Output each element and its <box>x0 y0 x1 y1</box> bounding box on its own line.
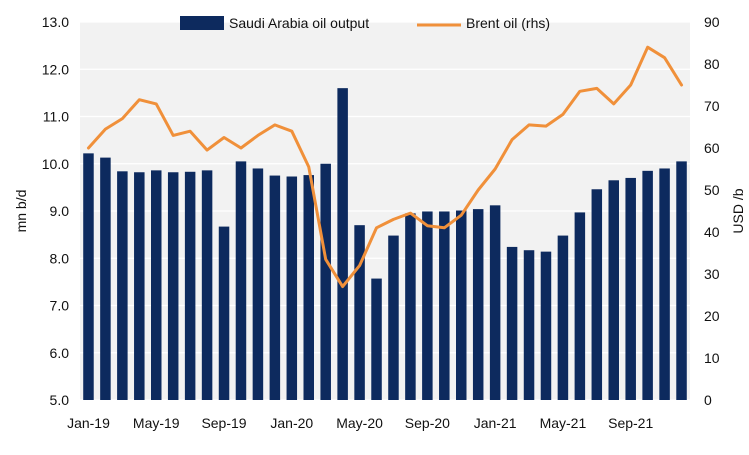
left-tick-label: 12.0 <box>42 61 69 77</box>
left-tick-label: 5.0 <box>50 392 70 408</box>
bar-sep-21 <box>625 178 636 400</box>
bar-sep-20 <box>422 211 433 400</box>
bar-jul-21 <box>592 189 603 400</box>
bar-jan-19 <box>83 153 94 400</box>
left-axis-ticks: 5.0 6.0 7.0 8.0 9.0 10.0 11.0 12.0 13.0 <box>42 14 69 408</box>
bar-sep-19 <box>219 227 230 400</box>
legend-swatch-bar <box>180 16 224 30</box>
bar-nov-21 <box>659 168 670 400</box>
legend-label-saudi-output: Saudi Arabia oil output <box>229 15 369 31</box>
bar-jan-20 <box>287 177 298 400</box>
left-tick-label: 13.0 <box>42 14 69 30</box>
right-tick-label: 40 <box>704 224 720 240</box>
bar-mar-20 <box>320 164 331 400</box>
bar-may-20 <box>354 225 365 400</box>
bar-nov-19 <box>253 168 264 400</box>
right-axis-ticks: 0 10 20 30 40 50 60 70 80 90 <box>704 14 720 408</box>
bar-jun-19 <box>168 172 179 400</box>
bar-apr-19 <box>134 172 145 400</box>
legend-label-brent: Brent oil (rhs) <box>466 15 550 31</box>
x-axis-ticks: Jan-19 May-19 Sep-19 Jan-20 May-20 Sep-20 Jan-… <box>67 415 653 431</box>
bar-feb-19 <box>100 158 111 400</box>
x-tick-label: May-21 <box>540 415 587 431</box>
bar-dec-21 <box>676 161 687 400</box>
bar-oct-21 <box>642 171 653 400</box>
bar-mar-21 <box>524 250 535 400</box>
bar-jun-20 <box>371 279 382 400</box>
right-tick-label: 70 <box>704 98 720 114</box>
bar-apr-20 <box>337 88 348 400</box>
bar-feb-21 <box>507 247 518 400</box>
bar-may-19 <box>151 170 162 400</box>
left-tick-label: 10.0 <box>42 156 69 172</box>
left-tick-label: 9.0 <box>50 203 70 219</box>
bar-jul-20 <box>388 236 399 400</box>
bar-aug-21 <box>608 180 619 400</box>
bar-feb-20 <box>303 175 314 400</box>
right-tick-label: 50 <box>704 182 720 198</box>
x-tick-label: Jan-19 <box>67 415 110 431</box>
bar-aug-19 <box>202 170 213 400</box>
x-tick-label: Sep-19 <box>201 415 246 431</box>
left-axis-label: mn b/d <box>13 190 29 233</box>
right-tick-label: 30 <box>704 266 720 282</box>
x-tick-label: Jan-20 <box>270 415 313 431</box>
left-tick-label: 11.0 <box>43 109 69 125</box>
left-tick-label: 8.0 <box>50 250 70 266</box>
right-tick-label: 0 <box>704 392 712 408</box>
bar-oct-19 <box>236 161 247 400</box>
bar-aug-20 <box>405 213 416 400</box>
legend: Saudi Arabia oil output Brent oil (rhs) <box>180 15 550 31</box>
bar-dec-19 <box>270 176 281 400</box>
right-tick-label: 60 <box>704 140 720 156</box>
bar-jun-21 <box>575 212 586 400</box>
right-tick-label: 20 <box>704 308 720 324</box>
right-axis-label: USD /b <box>730 188 746 233</box>
right-tick-label: 80 <box>704 56 720 72</box>
left-tick-label: 6.0 <box>50 345 70 361</box>
bar-apr-21 <box>541 252 552 400</box>
x-tick-label: Sep-20 <box>405 415 450 431</box>
bar-jan-21 <box>490 205 501 400</box>
right-tick-label: 90 <box>704 14 720 30</box>
x-tick-label: Sep-21 <box>608 415 653 431</box>
x-tick-label: May-19 <box>133 415 180 431</box>
x-tick-label: May-20 <box>336 415 383 431</box>
x-tick-label: Jan-21 <box>474 415 517 431</box>
bar-mar-19 <box>117 171 128 400</box>
bar-nov-20 <box>456 211 467 400</box>
bar-oct-20 <box>439 211 450 400</box>
bar-dec-20 <box>473 209 484 400</box>
left-tick-label: 7.0 <box>50 298 70 314</box>
bar-jul-19 <box>185 172 196 400</box>
bar-may-21 <box>558 236 569 400</box>
right-tick-label: 10 <box>704 350 720 366</box>
